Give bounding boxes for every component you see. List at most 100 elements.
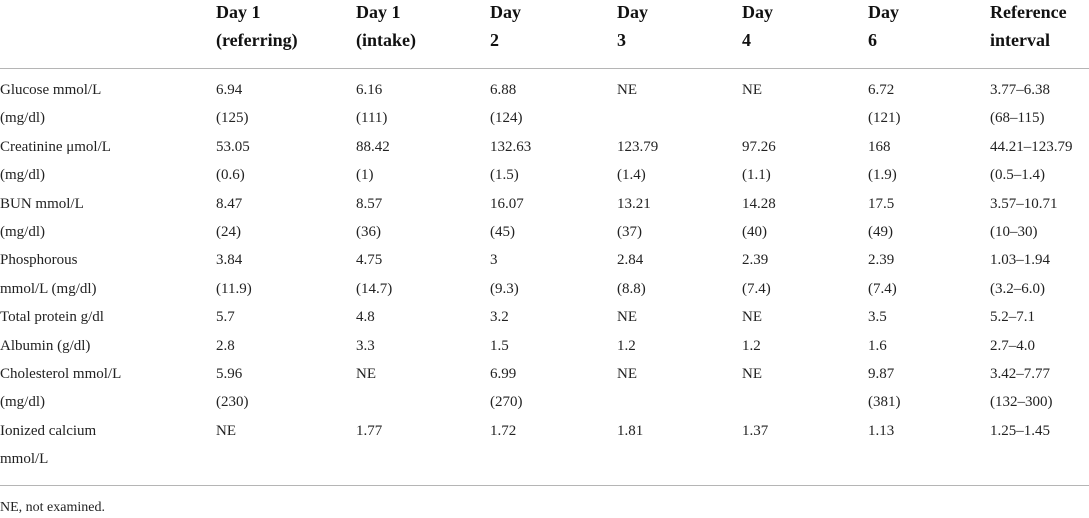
cell: (49) [868,224,893,240]
row-label: Creatinine μmol/L [0,138,111,155]
cell: 53.05 [216,138,250,155]
cell: (121) [868,110,901,127]
cell: 17.5 [868,195,895,212]
cell: (125) [216,110,249,127]
cell: 5.7 [216,309,235,326]
cell: (270) [490,394,523,411]
column-header: Day [742,2,773,22]
cell: 44.21–123.79 [990,138,1073,155]
cell: 1.72 [490,422,517,439]
cell: 2.7–4.0 [990,337,1035,354]
cell: (36) [356,224,381,240]
cell: (0.6) [216,167,245,184]
cell: 3.2 [490,309,509,326]
cell: 9.87 [868,366,895,382]
cell: (11.9) [216,280,252,297]
row-label: Albumin (g/dl) [0,337,91,354]
cell: (124) [490,110,523,127]
cell: (111) [356,110,388,127]
column-header: (intake) [356,30,416,50]
cell: 8.57 [356,195,383,212]
cell: NE [356,366,376,382]
cell: (24) [216,224,241,240]
cell: (132–300) [990,394,1053,411]
cell: 1.37 [742,422,769,439]
column-header: Reference [990,2,1067,22]
cell: 3.84 [216,252,243,269]
cell: 4.75 [356,252,383,269]
cell: (381) [868,394,901,411]
cell: (45) [490,224,515,240]
cell: (1.9) [868,167,897,184]
column-header: interval [990,30,1050,50]
row-label: BUN mmol/L [0,195,84,212]
cell: NE [617,82,637,98]
cell: 6.94 [216,82,243,98]
column-header: Day [868,2,899,22]
cell: 14.28 [742,195,776,212]
row-label: Phosphorous [0,252,78,269]
cell: 168 [868,138,891,155]
cell: 97.26 [742,138,776,155]
cell: 1.81 [617,422,644,439]
column-header: 3 [617,30,626,50]
row-label: (mg/dl) [0,394,45,411]
cell: NE [742,366,762,382]
cell: (7.4) [742,280,771,297]
column-header: Day 1 [356,2,401,22]
cell: NE [617,309,637,326]
cell: 3.5 [868,309,887,326]
cell: (10–30) [990,224,1038,240]
column-header: Day [617,2,648,22]
cell: 8.47 [216,195,243,212]
row-label: mmol/L [0,451,49,468]
cell: 1.25–1.45 [990,422,1050,439]
cell: 123.79 [617,138,659,155]
column-header: 2 [490,30,499,50]
cell: (3.2–6.0) [990,280,1045,297]
cell: (14.7) [356,280,393,297]
footnote: NE, not examined. [0,500,105,515]
cell: (68–115) [990,110,1045,127]
cell: (230) [216,394,249,411]
cell: 5.2–7.1 [990,309,1035,326]
column-header: 4 [742,30,751,50]
cell: NE [742,309,762,326]
cell: (9.3) [490,280,519,297]
cell: 3 [490,252,498,269]
header-rule [0,68,1089,69]
cell: 3.3 [356,337,375,354]
cell: 5.96 [216,366,243,382]
cell: 1.03–1.94 [990,252,1050,269]
cell: 1.2 [617,337,636,354]
cell: 88.42 [356,138,390,155]
bottom-rule [0,485,1089,486]
cell: NE [617,366,637,382]
cell: (0.5–1.4) [990,167,1045,184]
cell: 13.21 [617,195,651,212]
row-label: Cholesterol mmol/L [0,366,122,382]
cell: NE [742,82,762,98]
cell: 132.63 [490,138,532,155]
cell: 6.72 [868,82,895,98]
cell: 1.77 [356,422,383,439]
column-header: Day [490,2,521,22]
cell: 1.2 [742,337,761,354]
cell: 6.99 [490,366,517,382]
column-header: (referring) [216,30,298,50]
row-label: Total protein g/dl [0,309,104,326]
cell: (1.4) [617,167,646,184]
cell: 1.13 [868,422,895,439]
cell: (40) [742,224,767,240]
cell: 2.39 [742,252,769,269]
cell: 16.07 [490,195,524,212]
row-label: mmol/L (mg/dl) [0,280,97,297]
cell: (1.1) [742,167,771,184]
cell: 2.39 [868,252,895,269]
column-header: 6 [868,30,877,50]
cell: (37) [617,224,642,240]
cell: 4.8 [356,309,375,326]
cell: 2.8 [216,337,235,354]
cell: (1) [356,167,374,184]
